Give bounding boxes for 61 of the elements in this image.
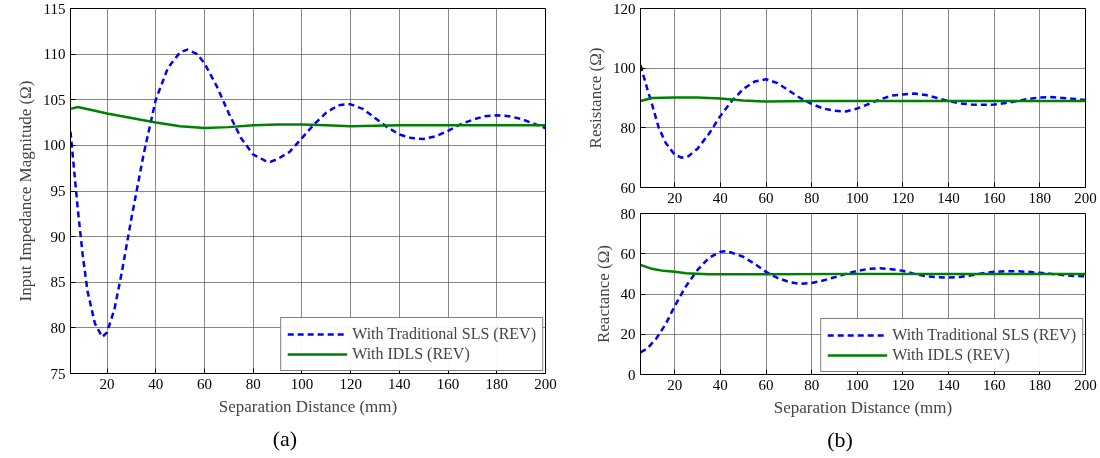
y-tick-label: 120	[613, 0, 636, 17]
line-series	[640, 263, 1086, 276]
text: (b)	[827, 426, 853, 454]
y-tick-label: 85	[50, 274, 66, 291]
x-tick-label: 140	[388, 375, 411, 392]
x-tick-label: 200	[534, 375, 557, 392]
x-tick-label: 20	[99, 375, 115, 392]
x-tick-label: 40	[712, 189, 728, 206]
y-tick-label: 110	[43, 46, 66, 63]
x-tick-label: 40	[148, 375, 164, 392]
x-tick-label: 100	[846, 376, 869, 393]
y-tick-label: 75	[50, 365, 66, 382]
x-tick-label: 80	[804, 376, 820, 393]
x-tick-label: 160	[982, 376, 1006, 393]
x-tick-label: 60	[196, 375, 212, 392]
x-tick-label: 120	[891, 376, 915, 393]
x-tick-label: 160	[436, 375, 460, 392]
text: (a)	[272, 425, 298, 453]
y-tick-label: 80	[50, 319, 66, 336]
line-series	[640, 63, 1086, 159]
legend-label: With IDLS (REV)	[352, 345, 470, 363]
x-tick-label: 140	[937, 376, 960, 393]
x-tick-label: 60	[758, 189, 774, 206]
x-tick-label: 140	[937, 189, 960, 206]
x-tick-label: 20	[667, 376, 683, 393]
x-axis-title: Separation Distance (mm)	[218, 396, 398, 416]
y-tick-label: 60	[620, 245, 636, 262]
y-tick-label: 105	[43, 91, 66, 108]
y-tick-label: 100	[43, 137, 66, 154]
y-axis-title: Reactance (Ω)	[593, 244, 613, 344]
x-tick-label: 100	[290, 375, 314, 392]
x-tick-label: 180	[485, 375, 509, 392]
x-tick-label: 200	[1074, 189, 1097, 206]
y-tick-label: 0	[628, 366, 636, 383]
y-axis-title: Resistance (Ω)	[586, 47, 605, 149]
y-tick-label: 95	[50, 183, 66, 199]
y-tick-label: 20	[620, 326, 636, 343]
x-axis-title: Separation Distance (mm)	[773, 397, 953, 417]
y-tick-label: 100	[613, 60, 636, 77]
y-tick-label: 80	[620, 205, 636, 222]
x-tick-label: 200	[1074, 376, 1097, 393]
y-tick-label: 40	[620, 286, 636, 302]
x-tick-label: 80	[804, 189, 820, 206]
y-tick-label: 90	[50, 228, 66, 245]
line-series	[70, 105, 546, 130]
legend-label: With Traditional SLS (REV)	[352, 325, 536, 343]
x-tick-label: 160	[982, 189, 1006, 206]
x-tick-label: 20	[667, 189, 683, 206]
x-tick-label: 180	[1028, 376, 1052, 393]
y-tick-label: 115	[43, 0, 66, 17]
x-tick-label: 60	[758, 376, 774, 393]
y-axis-title: Input Impedance Magnitude (Ω)	[16, 80, 35, 302]
x-tick-label: 180	[1028, 189, 1052, 206]
x-tick-label: 80	[245, 375, 261, 392]
x-tick-label: 120	[891, 189, 915, 206]
x-tick-label: 120	[339, 375, 362, 392]
x-tick-label: 40	[712, 376, 728, 393]
x-tick-label: 100	[846, 189, 869, 206]
y-tick-label: 80	[620, 119, 636, 136]
legend-label: With IDLS (REV)	[892, 346, 1010, 364]
legend-label: With Traditional SLS (REV)	[892, 326, 1076, 344]
